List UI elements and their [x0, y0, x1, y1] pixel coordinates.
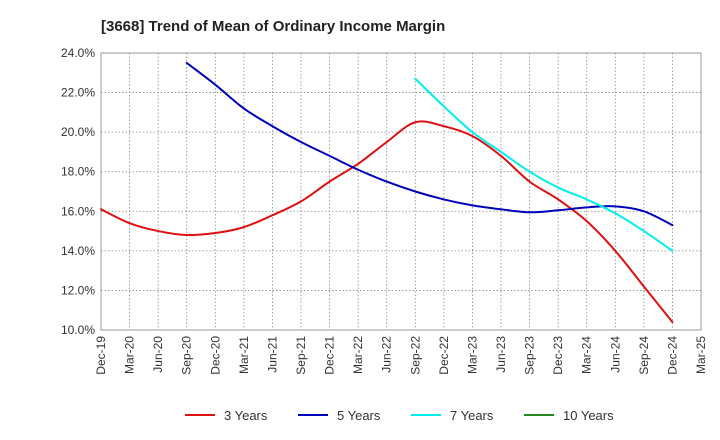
y-tick-label: 24.0%	[61, 46, 95, 60]
y-tick-label: 14.0%	[61, 244, 95, 258]
x-tick-label: Mar-24	[580, 336, 594, 374]
x-tick-label: Mar-25	[694, 336, 708, 374]
x-tick-label: Sep-20	[180, 336, 194, 375]
legend-label-2: 7 Years	[450, 408, 494, 423]
y-tick-label: 16.0%	[61, 204, 95, 218]
y-tick-label: 12.0%	[61, 283, 95, 297]
x-tick-label: Jun-21	[265, 336, 279, 373]
x-tick-label: Dec-21	[323, 336, 337, 375]
series-layer	[100, 61, 674, 324]
series-line-1	[185, 61, 674, 227]
legend-label-3: 10 Years	[563, 408, 614, 423]
y-tick-label: 18.0%	[61, 165, 95, 179]
x-tick-label: Jun-20	[151, 336, 165, 373]
x-tick-label: Dec-22	[437, 336, 451, 375]
plot-frame	[100, 52, 702, 331]
axis-layer: 10.0% 12.0% 14.0% 16.0% 18.0% 20.0% 22.0% 24.0%…	[61, 46, 708, 375]
y-tick-label: 22.0%	[61, 86, 95, 100]
x-tick-label: Dec-23	[551, 336, 565, 375]
legend-label-1: 5 Years	[337, 408, 381, 423]
x-tick-label: Jun-22	[380, 336, 394, 373]
legend: 3 Years 5 Years 7 Years 10 Years	[185, 408, 614, 423]
x-tick-label: Sep-23	[523, 336, 537, 375]
y-tick-label: 20.0%	[61, 125, 95, 139]
x-tick-label: Mar-21	[237, 336, 251, 374]
x-tick-label: Mar-22	[351, 336, 365, 374]
chart-title: [3668] Trend of Mean of Ordinary Income …	[101, 18, 445, 35]
series-line-0	[100, 120, 674, 324]
x-tick-label: Dec-24	[665, 336, 679, 375]
x-tick-label: Sep-21	[294, 336, 308, 375]
y-tick-label: 10.0%	[61, 323, 95, 337]
series-line-2	[414, 77, 674, 252]
x-tick-label: Dec-20	[208, 336, 222, 375]
x-tick-label: Sep-24	[637, 336, 651, 375]
x-tick-label: Mar-23	[465, 336, 479, 374]
x-tick-label: Mar-20	[123, 336, 137, 374]
x-tick-label: Jun-24	[608, 336, 622, 373]
x-tick-label: Sep-22	[408, 336, 422, 375]
x-tick-label: Dec-19	[94, 336, 108, 375]
grid-layer	[100, 52, 702, 331]
legend-label-0: 3 Years	[224, 408, 268, 423]
x-tick-label: Jun-23	[494, 336, 508, 373]
